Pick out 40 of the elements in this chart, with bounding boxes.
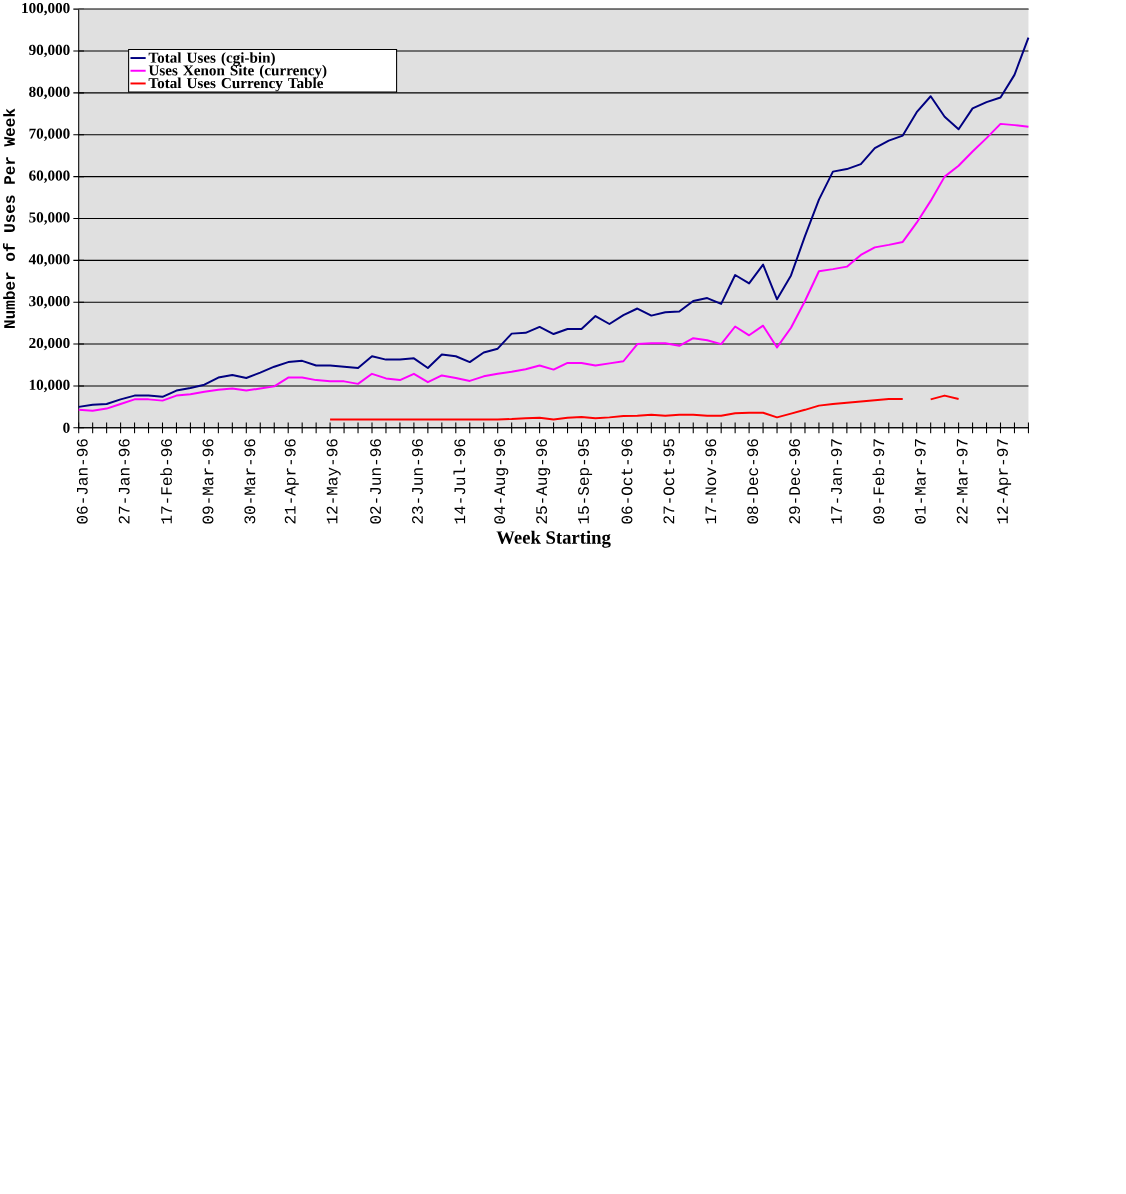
legend-label: Total Uses (cgi-bin): [148, 52, 275, 66]
x-axis-title: Week Starting: [496, 530, 611, 548]
y-tick-label: 80,000: [28, 86, 70, 100]
x-tick-label: 27-Oct-95: [663, 439, 675, 524]
x-tick-label: 23-Jun-96: [411, 439, 423, 524]
line-series: [77, 122, 1030, 412]
x-tick-label: 27-Jan-96: [118, 439, 130, 524]
x-tick-label: 06-Jan-96: [76, 439, 88, 524]
x-tick-label: 02-Jun-96: [369, 439, 381, 524]
x-tick-label: 08-Dec-96: [747, 439, 758, 524]
y-tick-label: 100,000: [22, 2, 70, 16]
y-tick-label: 10,000: [29, 379, 70, 393]
y-tick-label: 30,000: [29, 296, 70, 309]
x-tick-label: 21-Apr-96: [284, 439, 299, 524]
y-tick-label: 20,000: [29, 337, 70, 351]
x-tick-label: 04-Aug-96: [494, 439, 509, 524]
x-tick-label: 14-Jul-96: [453, 439, 466, 524]
y-tick-label: 40,000: [28, 254, 70, 267]
x-tick-label: 17-Feb-96: [160, 439, 172, 524]
y-tick-label: 60,000: [28, 170, 70, 183]
x-tick-label: 29-Dec-96: [788, 439, 800, 524]
x-tick-label: 06-Oct-96: [621, 439, 633, 524]
x-tick-label: 09-Mar-96: [202, 439, 214, 524]
y-tick-label: 70,000: [29, 128, 70, 141]
x-tick-label: 09-Feb-97: [872, 439, 885, 524]
x-tick-label: 25-Aug-96: [535, 439, 550, 524]
line-series: [77, 36, 1030, 408]
legend-label: Total Uses Currency Table: [148, 77, 323, 92]
x-tick-label: 30-Mar-96: [244, 439, 256, 524]
x-tick-label: 17-Jan-97: [830, 439, 842, 524]
x-tick-label: 01-Mar-97: [914, 439, 926, 524]
x-tick-label: 22-Mar-97: [956, 439, 968, 524]
x-tick-label: 12-May-96: [326, 439, 341, 524]
y-tick-label: 90,000: [28, 44, 70, 58]
y-tick-label: 50,000: [29, 212, 70, 225]
x-tick-label: 15-Sep-95: [577, 439, 592, 524]
x-tick-label: 17-Nov-96: [705, 439, 717, 524]
y-tick-label: 0: [63, 422, 70, 433]
y-axis-title: Number of Uses Per Week: [2, 108, 15, 328]
x-tick-label: 12-Apr-97: [996, 439, 1011, 524]
